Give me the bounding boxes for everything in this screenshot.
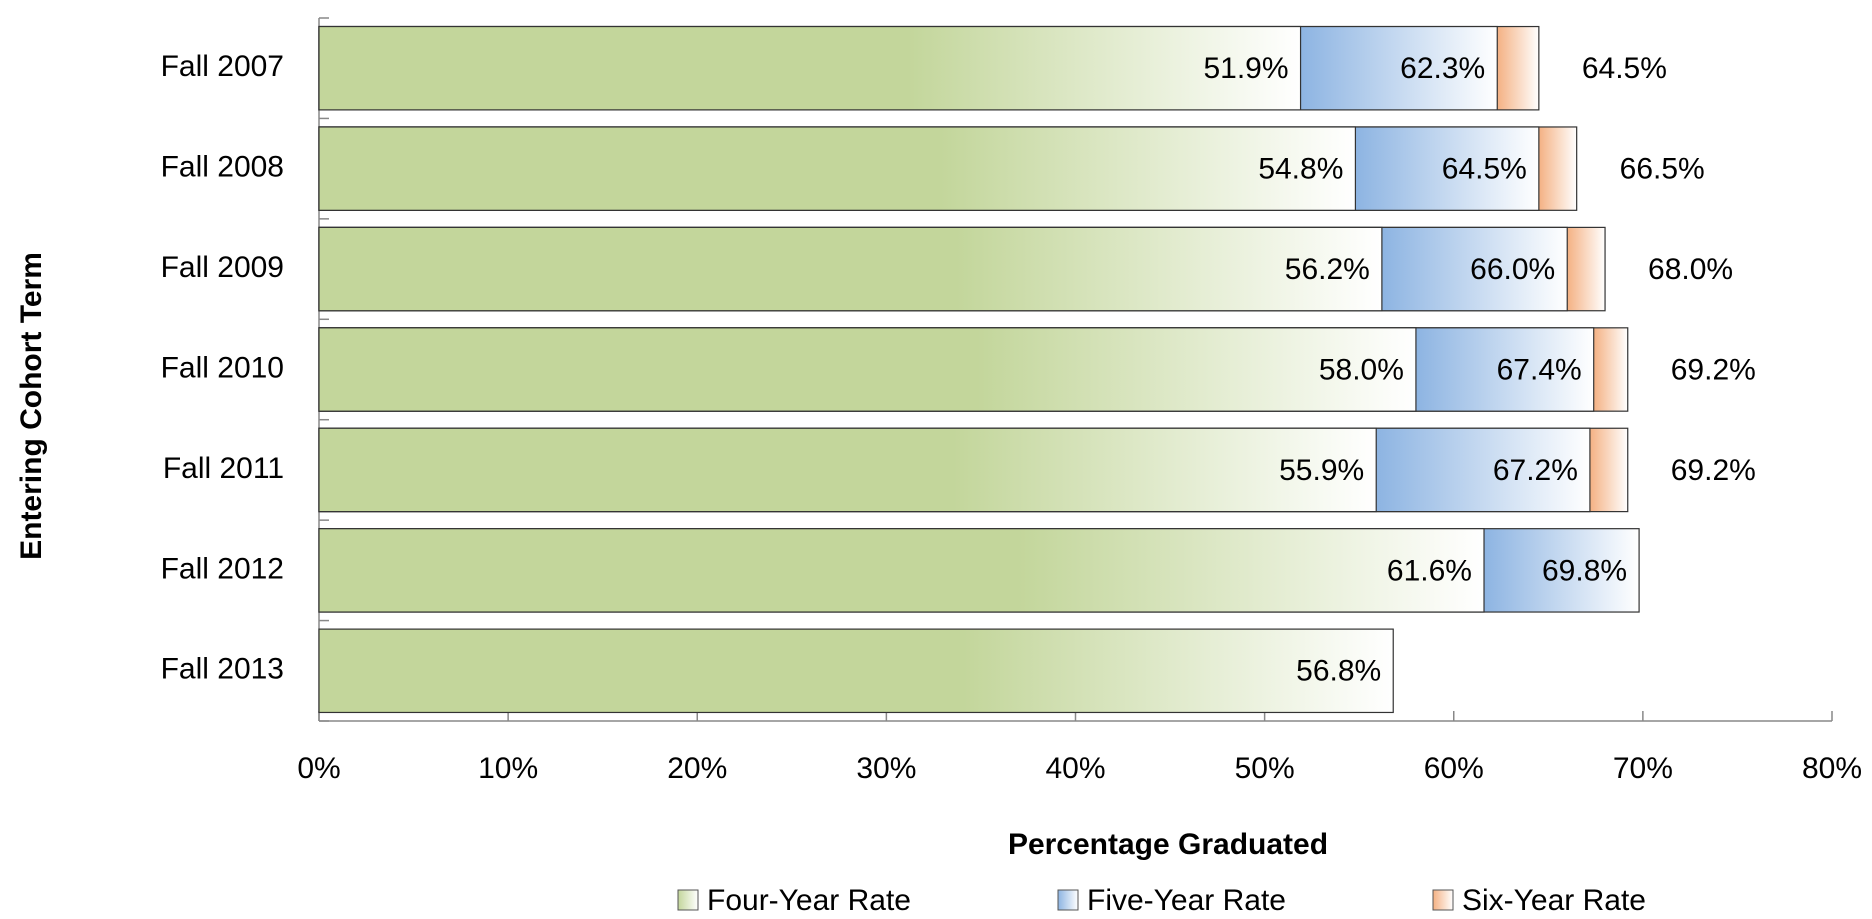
legend-label: Six-Year Rate bbox=[1462, 884, 1646, 917]
x-tick-label: 0% bbox=[297, 752, 340, 785]
y-tick-label: Fall 2010 bbox=[161, 351, 284, 384]
x-tick-label: 10% bbox=[478, 752, 538, 785]
data-label: 56.2% bbox=[1285, 253, 1370, 286]
bar bbox=[318, 628, 1394, 714]
data-label: 64.5% bbox=[1442, 153, 1527, 186]
data-label: 54.8% bbox=[1258, 153, 1343, 186]
x-tick-label: 50% bbox=[1235, 752, 1295, 785]
data-label: 68.0% bbox=[1648, 253, 1733, 286]
data-label: 58.0% bbox=[1319, 353, 1404, 386]
legend-swatch bbox=[677, 889, 699, 911]
data-label: 69.8% bbox=[1542, 554, 1627, 587]
data-label: 56.8% bbox=[1296, 655, 1381, 688]
y-tick-label: Fall 2009 bbox=[161, 251, 284, 284]
data-label: 66.0% bbox=[1470, 253, 1555, 286]
y-tick-label: Fall 2008 bbox=[161, 151, 284, 184]
y-tick-label: Fall 2012 bbox=[161, 552, 284, 585]
y-tick-label: Fall 2007 bbox=[161, 50, 284, 83]
x-axis-title: Percentage Graduated bbox=[1008, 828, 1328, 861]
x-tick-label: 40% bbox=[1045, 752, 1105, 785]
legend-swatch bbox=[1057, 889, 1079, 911]
data-label: 55.9% bbox=[1279, 454, 1364, 487]
legend-swatch bbox=[1432, 889, 1454, 911]
y-tick-label: Fall 2011 bbox=[163, 452, 284, 485]
x-tick-label: 70% bbox=[1613, 752, 1673, 785]
bar bbox=[318, 427, 1377, 513]
data-label: 69.2% bbox=[1671, 454, 1756, 487]
bar bbox=[318, 226, 1383, 312]
data-label: 64.5% bbox=[1582, 52, 1667, 85]
x-tick-label: 20% bbox=[667, 752, 727, 785]
bar bbox=[318, 528, 1485, 613]
y-tick-label: Fall 2013 bbox=[161, 653, 284, 686]
bar bbox=[318, 327, 1417, 412]
legend-label: Four-Year Rate bbox=[707, 884, 911, 917]
data-label: 67.4% bbox=[1497, 353, 1582, 386]
bar bbox=[318, 126, 1357, 211]
x-tick-label: 60% bbox=[1424, 752, 1484, 785]
data-label: 62.3% bbox=[1400, 52, 1485, 85]
bar bbox=[318, 25, 1302, 111]
x-tick-label: 80% bbox=[1802, 752, 1862, 785]
legend-label: Five-Year Rate bbox=[1087, 884, 1286, 917]
data-label: 67.2% bbox=[1493, 454, 1578, 487]
x-tick-label: 30% bbox=[856, 752, 916, 785]
y-axis-title: Entering Cohort Term bbox=[15, 252, 48, 560]
data-label: 61.6% bbox=[1387, 554, 1472, 587]
data-label: 51.9% bbox=[1203, 52, 1288, 85]
data-label: 69.2% bbox=[1671, 353, 1756, 386]
data-label: 66.5% bbox=[1620, 153, 1705, 186]
